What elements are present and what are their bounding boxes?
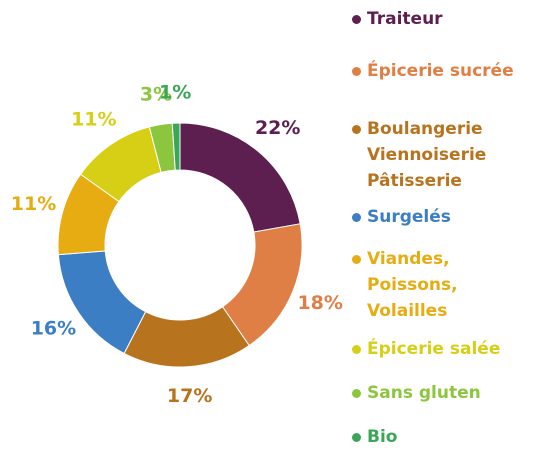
value-label: 1% <box>159 82 191 104</box>
legend-item: Bio <box>352 424 549 450</box>
value-label: 18% <box>297 292 342 314</box>
legend-item: Surgelés <box>352 204 549 230</box>
value-label: 16% <box>31 318 76 340</box>
legend-item: Viandes, Poissons, Volailles <box>352 246 467 324</box>
legend-item: Boulangerie Viennoiserie Pâtisserie <box>352 116 517 194</box>
legend-label: Épicerie sucrée <box>367 61 514 81</box>
legend-item: Épicerie salée <box>352 336 549 362</box>
legend-dot <box>352 67 361 76</box>
legend-dot <box>352 15 361 24</box>
legend-item: Épicerie sucrée <box>352 58 549 84</box>
value-label: 3% <box>140 83 172 105</box>
value-label: 11% <box>71 108 116 130</box>
legend-item: Traiteur <box>352 6 549 32</box>
value-label: 22% <box>255 117 300 139</box>
legend-label: Surgelés <box>367 207 451 227</box>
legend-label: Viandes, Poissons, Volailles <box>367 249 458 321</box>
legend-label: Sans gluten <box>367 383 481 403</box>
value-label: 17% <box>167 385 212 407</box>
legend-dot <box>352 213 361 222</box>
legend-dot <box>352 433 361 442</box>
legend-item: Sans gluten <box>352 380 549 406</box>
legend-label: Traiteur <box>367 9 443 29</box>
legend-dot <box>352 345 361 354</box>
value-label: 11% <box>11 193 56 215</box>
legend-label: Boulangerie Viennoiserie Pâtisserie <box>367 119 487 191</box>
legend-dot <box>352 125 361 134</box>
legend-label: Bio <box>367 427 398 447</box>
legend-dot <box>352 389 361 398</box>
slice <box>179 122 301 233</box>
slice <box>171 122 181 171</box>
legend-label: Épicerie salée <box>367 339 501 359</box>
legend-dot <box>352 255 361 264</box>
